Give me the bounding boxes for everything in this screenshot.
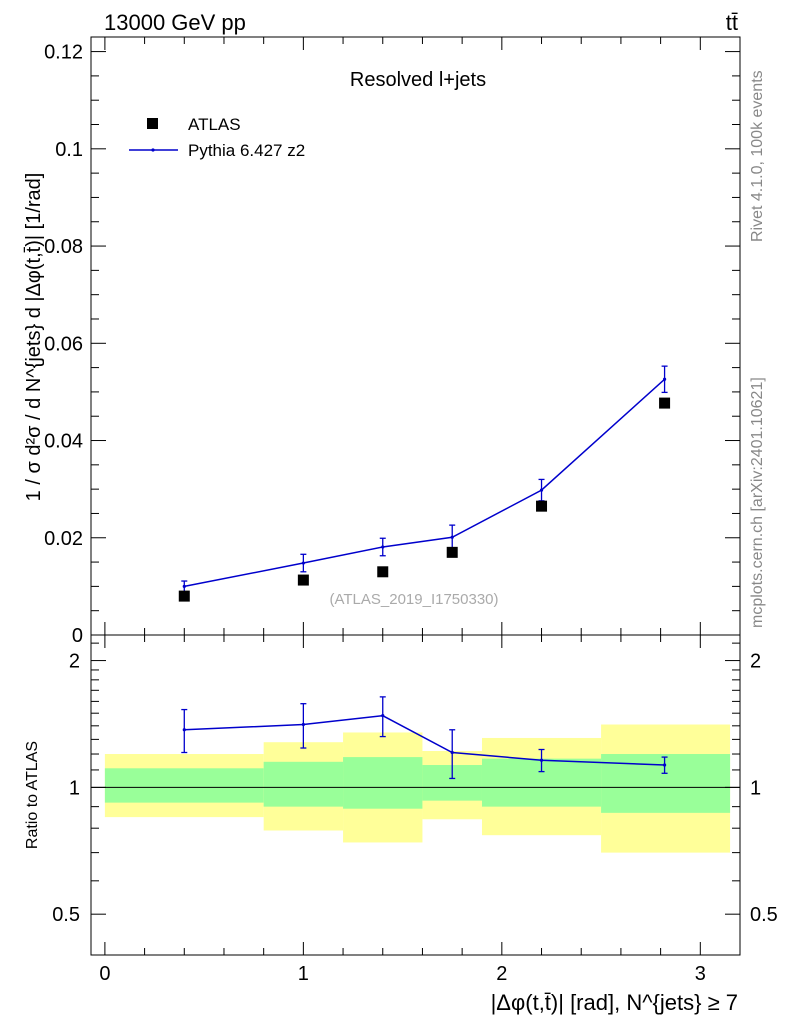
ratio-y-tick-label-left: 2 xyxy=(69,651,80,673)
ratio-point xyxy=(539,758,544,762)
x-tick-label: 3 xyxy=(695,963,706,985)
ratio-y-tick-label-left: 1 xyxy=(69,777,80,799)
ratio-point xyxy=(450,750,454,755)
pythia-point xyxy=(301,561,305,565)
ratio-y-tick-label-right: 0.5 xyxy=(750,904,778,926)
main-y-tick-label: 0.06 xyxy=(44,333,83,355)
ratio-ylabel: Ratio to ATLAS xyxy=(24,741,41,849)
main-plot-marks xyxy=(178,365,671,602)
ratio-line xyxy=(184,714,665,766)
ratio-point xyxy=(662,763,667,767)
main-y-tick-label: 0.1 xyxy=(55,139,83,161)
rivet-version-label: Rivet 4.1.0, 100k events xyxy=(749,70,766,242)
atlas-point xyxy=(659,397,671,409)
ratio-frame xyxy=(90,634,741,956)
main-y-tick-label: 0.04 xyxy=(44,431,83,453)
pythia-line xyxy=(184,378,666,588)
pythia-point xyxy=(182,584,186,588)
x-tick-label: 1 xyxy=(298,963,309,985)
ratio-plot-marks xyxy=(91,696,740,788)
atlas-point xyxy=(178,590,190,602)
main-y-tick-label: 0 xyxy=(72,625,83,647)
ratio-point xyxy=(182,728,186,732)
atlas-point xyxy=(377,566,389,578)
atlas-point xyxy=(297,574,309,586)
ratio-band-inner-0 xyxy=(104,768,264,803)
pythia-point xyxy=(450,535,454,539)
x-tick-label: 2 xyxy=(496,963,507,985)
main-y-tick-label: 0.02 xyxy=(44,528,83,550)
ratio-point xyxy=(381,714,385,718)
ratio-y-tick-label-right: 1 xyxy=(750,777,761,799)
main-title: Resolved l+jets xyxy=(350,69,486,91)
legend-atlas-marker xyxy=(147,118,158,129)
main-y-tick-label: 0.08 xyxy=(44,236,83,258)
ratio-y-tick-label-left: 0.5 xyxy=(52,904,80,926)
atlas-point xyxy=(446,546,458,558)
mcplots-label: mcplots.cern.ch [arXiv:2401.10621] xyxy=(749,377,766,628)
main-ylabel: 1 / σ d²σ / d N^{jets} d |Δφ(t,t̄)| [1/r… xyxy=(23,173,45,502)
pythia-point xyxy=(539,488,544,492)
main-y-tick-label: 0.12 xyxy=(44,42,83,64)
axes: 0 1 2 3 0 0.02 0.04 0.06 0.08 0.1 0.12 0.5 0.5 1 1 2 2 xyxy=(44,36,778,985)
header-process-label: tt̄ xyxy=(726,10,738,35)
ratio-uncertainty-bands xyxy=(104,724,731,853)
legend-pythia-marker xyxy=(151,148,155,152)
ratio-point xyxy=(301,722,305,727)
pythia-point xyxy=(381,545,385,549)
legend-atlas-label: ATLAS xyxy=(188,115,241,134)
legend-pythia-label: Pythia 6.427 z2 xyxy=(188,141,305,160)
header-energy-label: 13000 GeV pp xyxy=(104,10,246,35)
main-watermark: (ATLAS_2019_I1750330) xyxy=(329,591,498,608)
legend: ATLAS Pythia 6.427 z2 xyxy=(129,115,305,160)
ratio-y-tick-label-right: 2 xyxy=(750,651,761,673)
ratio-band-inner-2 xyxy=(343,757,423,809)
ratio-band-inner-1 xyxy=(263,761,344,807)
atlas-point xyxy=(536,500,548,512)
pythia-point xyxy=(662,377,667,381)
x-tick-label: 0 xyxy=(99,963,110,985)
xlabel: |Δφ(t,t̄)| [rad], N^{jets} ≥ 7 xyxy=(491,990,738,1015)
